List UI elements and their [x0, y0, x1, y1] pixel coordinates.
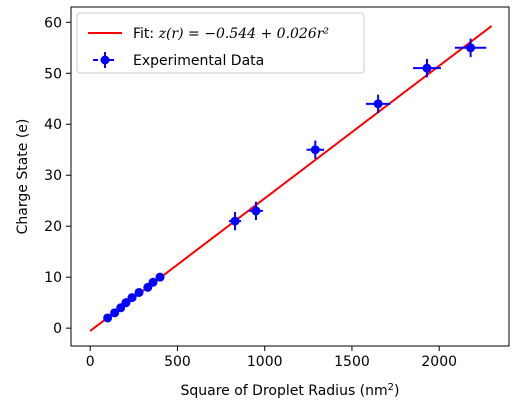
y-tick-label: 60 — [44, 15, 62, 31]
legend-fit-equation: z(r) = −0.544 + 0.026r² — [158, 26, 330, 42]
data-point — [103, 313, 113, 323]
data-marker — [251, 206, 261, 216]
data-marker — [134, 287, 144, 297]
data-points-layer — [103, 38, 487, 323]
x-axis-ticks: 0 500 1000 1500 2000 — [86, 346, 457, 370]
data-point — [306, 140, 325, 159]
data-point — [155, 272, 165, 282]
legend-data-swatch — [93, 52, 117, 68]
legend-fit-label: Fit: z(r) = −0.544 + 0.026r² — [133, 26, 329, 42]
data-marker — [110, 308, 120, 318]
data-marker — [422, 63, 432, 73]
y-tick-label: 20 — [44, 219, 62, 235]
data-point — [228, 211, 242, 231]
y-axis-ticks: 0 10 20 30 40 50 60 — [44, 15, 71, 337]
legend-fit-name: Fit: — [133, 26, 159, 42]
data-point — [110, 308, 120, 318]
y-tick-label: 0 — [53, 321, 62, 337]
data-point — [127, 293, 137, 303]
x-tick-label: 1000 — [247, 354, 283, 370]
data-point — [454, 38, 487, 57]
plot-area — [70, 6, 510, 347]
data-marker — [310, 145, 320, 155]
data-point — [134, 287, 144, 297]
y-tick-label: 50 — [44, 66, 62, 82]
data-marker — [373, 99, 383, 109]
data-marker — [148, 277, 158, 287]
y-tick-label: 40 — [44, 117, 62, 133]
plot-frame — [70, 6, 510, 347]
x-tick-label: 2000 — [421, 354, 457, 370]
x-tick-label: 1500 — [334, 354, 370, 370]
legend-data-marker — [100, 55, 110, 65]
y-tick-label: 30 — [44, 168, 62, 184]
legend-box — [76, 12, 365, 74]
data-marker — [155, 272, 165, 282]
data-marker — [127, 293, 137, 303]
data-point — [365, 94, 391, 114]
data-marker — [121, 298, 131, 308]
legend: Fit: z(r) = −0.544 + 0.026r² Experimenta… — [76, 12, 365, 74]
x-axis-label-main: Square of Droplet Radius (nm — [180, 383, 387, 399]
data-point — [413, 58, 441, 78]
data-marker — [230, 216, 240, 226]
data-marker — [466, 43, 476, 53]
data-marker — [103, 313, 113, 323]
x-axis-label: Square of Droplet Radius (nm2) — [180, 382, 399, 400]
x-axis-label-tail: ) — [394, 383, 399, 399]
y-tick-label: 10 — [44, 270, 62, 286]
x-tick-label: 500 — [164, 354, 191, 370]
legend-data-label: Experimental Data — [133, 53, 264, 69]
y-axis-label: Charge State (e) — [15, 119, 31, 235]
data-point — [121, 298, 131, 308]
data-point — [148, 277, 158, 287]
data-point — [248, 201, 263, 221]
x-tick-label: 0 — [86, 354, 95, 370]
x-axis-label-sup: 2 — [388, 382, 394, 393]
